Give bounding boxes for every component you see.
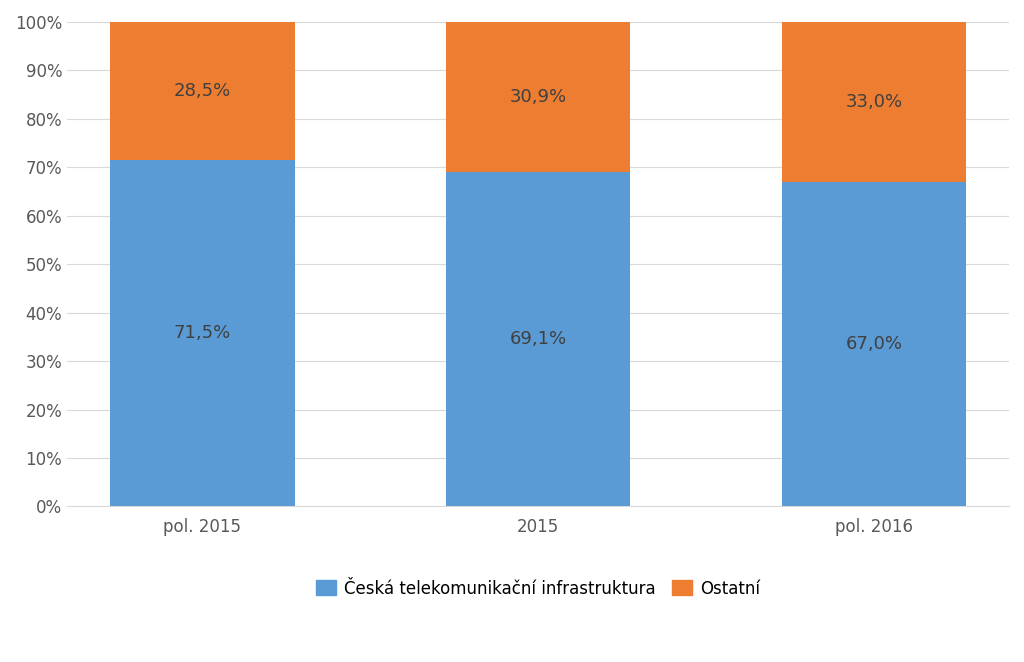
Bar — [110, 160, 295, 506]
Bar — [110, 22, 295, 160]
Legend: Česká telekomunikační infrastruktura, Ostatní: Česká telekomunikační infrastruktura, Os… — [309, 573, 767, 604]
Text: 67,0%: 67,0% — [846, 335, 902, 353]
Text: 30,9%: 30,9% — [510, 88, 566, 106]
Bar — [445, 171, 631, 506]
Text: 71,5%: 71,5% — [174, 324, 230, 342]
Text: 33,0%: 33,0% — [845, 93, 902, 111]
Text: 28,5%: 28,5% — [174, 82, 230, 100]
Bar — [781, 182, 967, 506]
Bar — [445, 22, 631, 171]
Bar — [781, 22, 967, 182]
Text: 69,1%: 69,1% — [510, 330, 566, 348]
